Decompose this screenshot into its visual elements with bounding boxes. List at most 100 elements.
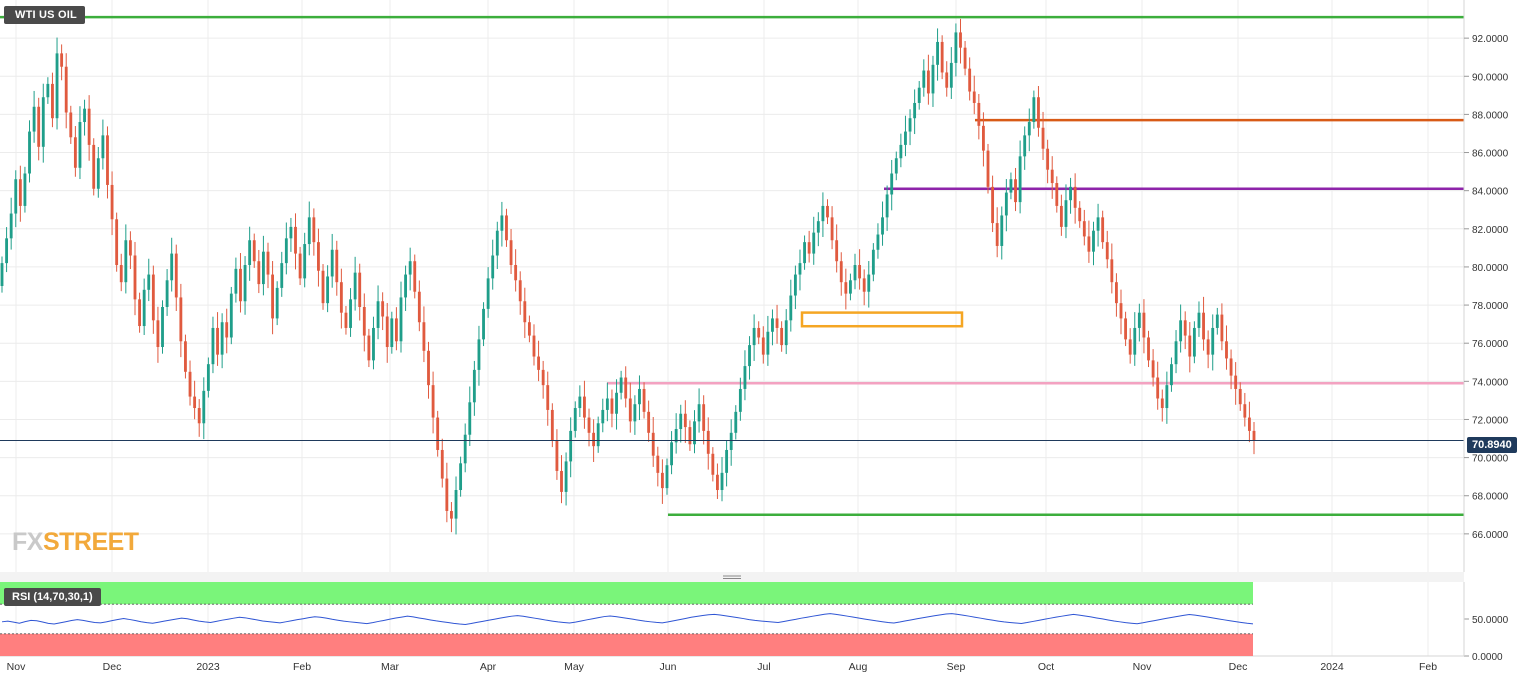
candle-body [569,430,573,462]
candle-body [771,318,774,332]
candle-body [560,470,563,492]
candle-body [894,158,898,174]
candle-body [243,265,247,302]
candle-body [527,322,531,336]
candle-body [92,144,96,189]
candle-body [793,274,797,296]
candle-body [839,261,843,283]
candle-body [835,240,839,262]
candle-body [64,66,68,113]
candle-body [550,409,554,441]
candle-body [683,413,687,428]
candle-body [422,322,426,351]
time-tick-label: 2024 [1320,661,1344,673]
candle-body [87,108,91,145]
candle-body [720,472,724,491]
candle-body [858,265,862,279]
candle-body [1046,148,1050,170]
candle-body [743,366,747,389]
candle-body [954,32,958,63]
candle-body [188,371,192,397]
candle-body [959,32,962,48]
candle-body [693,421,696,445]
candle-body [298,253,302,279]
price-tick-label: 92.0000 [1472,34,1509,45]
candlesticks [0,18,1256,535]
time-tick-label: Dec [103,661,122,673]
main-plot-background [0,0,1464,572]
candle-body [931,64,935,94]
candle-body [1014,179,1017,203]
candle-body [826,205,829,218]
candle-body [110,184,114,220]
time-tick-label: Jul [757,661,770,673]
candle-body [537,356,540,370]
candle-body [206,364,210,391]
candle-body [830,217,834,241]
time-tick-label: Mar [381,661,400,673]
candle-body [23,173,27,206]
supply-demand-zone [800,311,964,328]
candle-body [1133,327,1137,355]
candle-body [482,308,485,340]
time-tick-label: Feb [293,661,311,673]
price-tick-label: 78.0000 [1472,301,1509,312]
candle-body [1192,327,1196,357]
rsi-line [1,613,1254,625]
candle-body [500,215,504,231]
candle-body [775,318,779,328]
candle-body [165,280,169,307]
candle-body [138,299,142,327]
candle-body [124,240,128,283]
candle-body [362,306,366,336]
candle-body [949,62,953,88]
candle-body [541,369,545,386]
candle-body [679,413,683,429]
candle-body [1032,97,1036,123]
pane-divider[interactable] [0,572,1464,582]
candle-body [184,341,187,372]
candle-body [1078,207,1082,222]
candle-body [862,278,866,292]
candle-body [376,301,380,328]
candle-body [317,242,320,271]
time-tick-label: May [564,661,585,673]
candle-body [1124,318,1128,340]
candle-body [1137,312,1141,328]
candle-body [133,255,137,300]
candle-body [266,251,270,275]
candle-body [1128,339,1132,355]
candle-body [807,242,811,254]
price-tick-label: 72.0000 [1472,415,1509,426]
candle-body [926,70,930,94]
candle-body [706,430,710,454]
candle-body [417,291,421,323]
candle-body [784,320,788,346]
candle-body [60,53,64,67]
candle-body [702,404,706,431]
candle-body [881,217,884,235]
price-tick-label: 84.0000 [1472,187,1509,198]
candle-body [367,335,371,361]
price-tick-label: 80.0000 [1472,263,1509,274]
candle-body [220,322,224,355]
candle-body [14,179,18,214]
candle-body [248,240,252,266]
rsi-panel: 50.0000 0.0000 [0,582,1509,663]
candle-body [51,83,54,119]
candle-body [495,230,499,256]
candle-body [486,278,490,309]
candle-body [358,272,362,307]
candle-body [904,131,907,145]
candle-body [977,102,981,126]
candle-body [349,299,352,328]
candle-body [1119,303,1123,319]
candle-body [73,137,77,168]
candle-body [573,408,577,431]
candle-body [408,261,412,275]
candle-body [1215,314,1219,328]
candle-body [812,232,816,254]
candle-body [899,144,903,159]
candle-body [945,72,949,88]
